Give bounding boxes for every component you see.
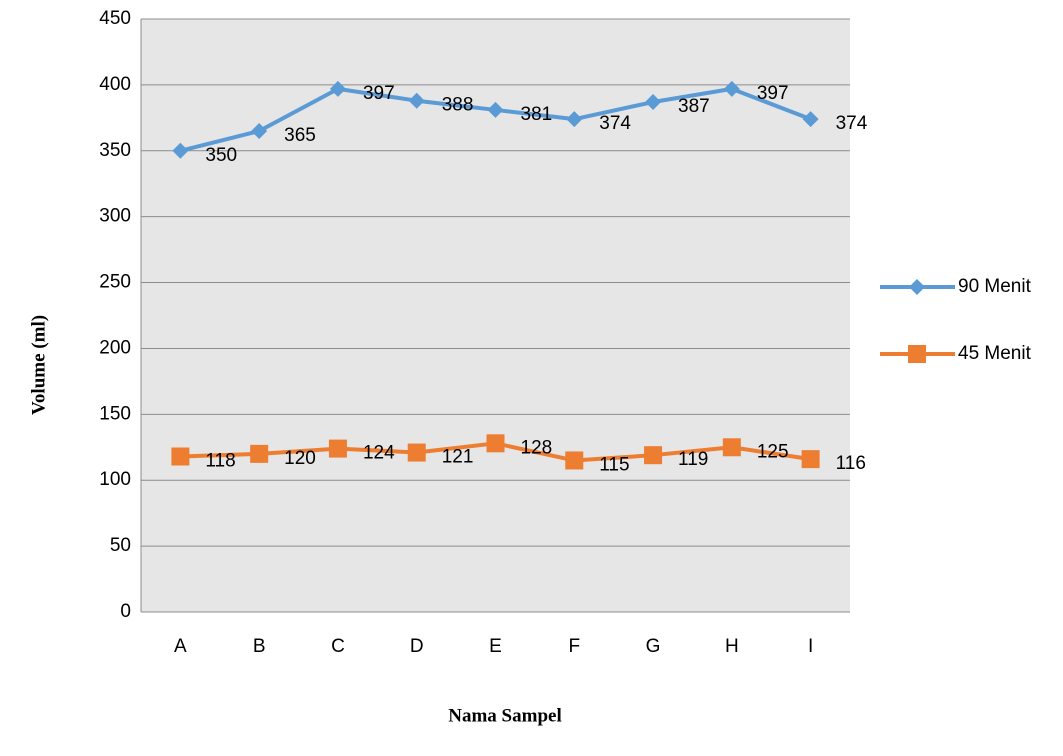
marker	[645, 94, 662, 111]
x-tick-label: C	[331, 636, 345, 657]
marker	[172, 142, 189, 159]
data-label: 387	[678, 96, 710, 117]
y-tick-label: 400	[99, 74, 131, 95]
data-label: 118	[205, 451, 235, 472]
marker	[722, 438, 741, 457]
x-axis-title: Nama Sampel	[448, 705, 561, 726]
marker	[644, 446, 663, 465]
marker	[565, 451, 584, 470]
marker	[329, 80, 346, 97]
data-label: 121	[442, 447, 474, 468]
marker	[486, 434, 505, 453]
marker	[407, 443, 426, 462]
marker	[802, 111, 819, 128]
y-axis-title: Volume (ml)	[28, 315, 49, 415]
data-label: 125	[757, 441, 789, 462]
y-tick-label: 100	[99, 469, 131, 490]
marker	[723, 80, 740, 97]
data-label: 388	[442, 95, 474, 116]
marker	[801, 450, 820, 469]
marker	[566, 111, 583, 128]
x-tick-label: E	[489, 636, 502, 657]
y-tick-label: 300	[99, 206, 131, 227]
y-tick-label: 150	[99, 403, 131, 424]
x-tick-label: I	[808, 636, 813, 657]
data-label: 124	[363, 443, 395, 464]
y-tick-label: 50	[110, 535, 131, 556]
data-label: 128	[521, 437, 553, 458]
data-label: 116	[836, 453, 866, 474]
data-label: 119	[678, 449, 708, 470]
x-tick-label: A	[174, 636, 187, 657]
y-tick-label: 450	[99, 8, 131, 29]
marker	[251, 123, 268, 140]
data-label: 115	[599, 454, 629, 475]
x-tick-label: B	[253, 636, 266, 657]
legend-label: 90 Menit	[958, 276, 1032, 297]
y-tick-label: 200	[99, 337, 131, 358]
data-label: 374	[836, 113, 868, 134]
x-tick-label: H	[725, 636, 739, 657]
data-label: 397	[757, 83, 789, 104]
data-label: 381	[521, 104, 553, 125]
marker	[328, 439, 347, 458]
marker	[909, 279, 925, 295]
y-tick-label: 0	[120, 601, 131, 622]
x-tick-label: D	[410, 636, 424, 657]
y-tick-label: 350	[99, 140, 131, 161]
data-label: 374	[599, 113, 631, 134]
data-label: 350	[205, 145, 237, 166]
marker	[171, 447, 190, 466]
marker	[487, 101, 504, 118]
x-tick-label: F	[568, 636, 580, 657]
y-tick-label: 250	[99, 272, 131, 293]
x-tick-label: G	[646, 636, 661, 657]
legend-label: 45 Menit	[958, 343, 1032, 364]
marker	[908, 345, 926, 363]
data-label: 365	[284, 125, 316, 146]
marker	[408, 92, 425, 109]
data-label: 397	[363, 83, 395, 104]
marker	[250, 444, 269, 463]
data-label: 120	[284, 448, 316, 469]
